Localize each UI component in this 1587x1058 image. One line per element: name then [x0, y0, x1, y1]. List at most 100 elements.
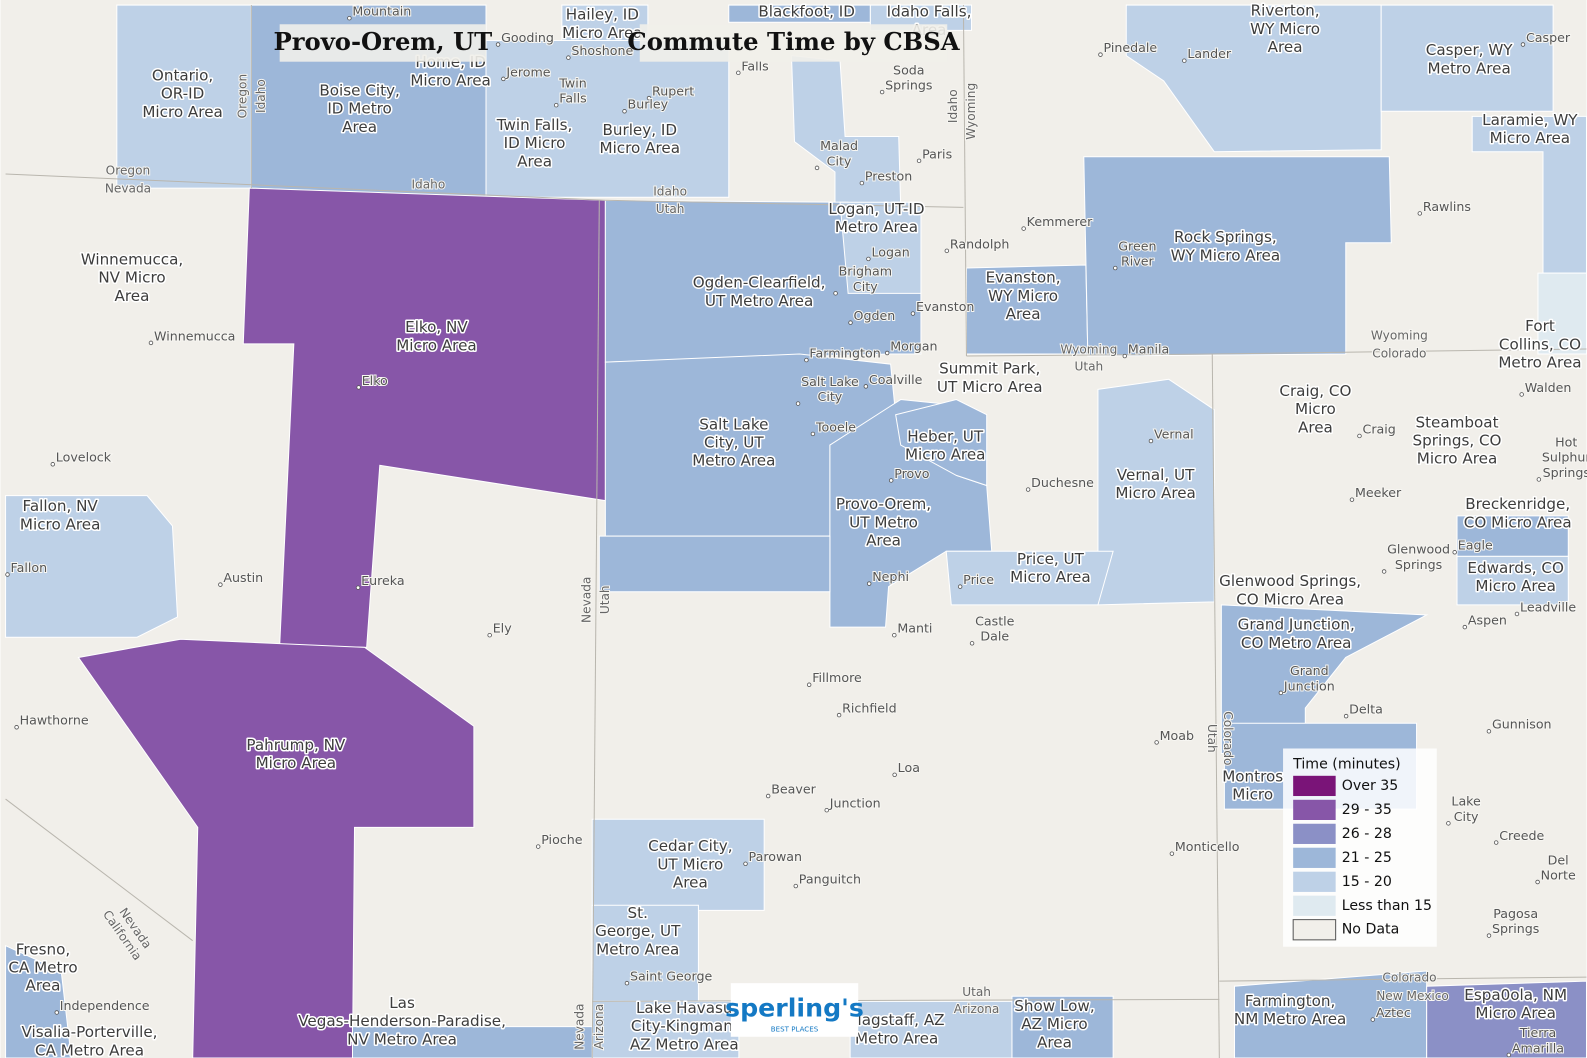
area-label: Grand Junction, [1238, 616, 1355, 634]
city-dot [1519, 392, 1524, 397]
city-label: Nephi [872, 569, 909, 584]
city-label: Brigham [839, 264, 892, 279]
city-label: Del [1548, 852, 1569, 867]
state-border [605, 199, 964, 208]
state-border [966, 353, 1213, 357]
area-label: Micro Area [396, 336, 476, 354]
area-label: NV Metro Area [347, 1030, 457, 1048]
city-label: Morgan [890, 338, 937, 353]
area-label: ID Metro [327, 100, 391, 118]
state-label: Oregon [236, 74, 250, 119]
area-label: Edwards, CO [1467, 559, 1564, 577]
city-label: Moab [1160, 728, 1194, 743]
area-label: Espa0ola, NM [1464, 986, 1567, 1004]
city-label: Ely [493, 621, 512, 636]
area-label: Montros [1222, 767, 1283, 785]
area-label: Collins, CO [1499, 335, 1581, 353]
city-dot [1343, 713, 1349, 719]
city-dot [1370, 1017, 1376, 1022]
city-label: Fillmore [812, 670, 862, 685]
area-label: Area [1298, 418, 1333, 436]
area-label: Las [389, 994, 415, 1012]
city-label: Hot [1555, 435, 1577, 450]
city-label: Austin [223, 570, 263, 585]
city-dot [148, 340, 154, 346]
area-label: CA Metro [8, 958, 77, 976]
city-label: Springs [1395, 557, 1442, 572]
city-dot [836, 712, 842, 718]
region [849, 1000, 1013, 1058]
city-label: Parowan [749, 849, 802, 864]
legend: Time (minutes) Over 35 29 - 35 26 - 28 21 -… [1283, 748, 1437, 947]
city-label: Farmington [809, 346, 880, 361]
city-dot [50, 462, 56, 467]
area-label: Breckenridge, [1465, 495, 1570, 513]
city-dot [806, 682, 812, 687]
city-dot [1536, 477, 1542, 482]
area-label: Area [342, 118, 377, 136]
city-dot [501, 76, 506, 82]
city-label: Salt Lake [801, 374, 859, 389]
city-dot [1506, 1052, 1512, 1058]
city-label: Ogden [854, 308, 896, 323]
area-label: Micro Area [905, 446, 986, 464]
region [945, 550, 1114, 606]
area-label: ID Micro [504, 134, 566, 152]
city-label: City [1454, 809, 1479, 824]
area-label: Ontario, [152, 66, 213, 84]
area-label: NV Micro [98, 269, 165, 287]
state-label: Utah [656, 202, 685, 216]
state-label: Arizona [954, 1002, 1000, 1016]
legend-label: No Data [1342, 922, 1400, 938]
city-dot [218, 582, 223, 587]
state-label: Utah [1074, 360, 1103, 374]
city-label: Preston [865, 169, 912, 184]
city-label: Pinedale [1104, 40, 1158, 55]
state-border [1219, 976, 1587, 982]
area-label: Vegas-Henderson-Paradise, [298, 1012, 506, 1030]
city-dot [804, 357, 809, 363]
city-label: Duchesne [1031, 475, 1094, 490]
city-dot [866, 581, 872, 586]
city-dot [879, 89, 885, 95]
city-label: Rupert [652, 84, 694, 99]
city-dot [916, 158, 922, 164]
area-label: AZ Micro [1021, 1015, 1087, 1033]
area-label: Summit Park, [939, 360, 1040, 378]
city-dot [1462, 624, 1468, 630]
region [5, 944, 72, 1058]
legend-swatch [1293, 775, 1336, 797]
area-label: Micro Area [1475, 1004, 1555, 1022]
city-label: Provo [894, 466, 929, 481]
city-label: Saint George [630, 969, 712, 984]
state-label: Colorado [1382, 971, 1436, 985]
city-dot [646, 95, 652, 101]
city-label: Creede [1499, 828, 1544, 843]
city-dot [795, 401, 801, 406]
logo-tagline: BEST PLACES [771, 1025, 819, 1034]
area-label: Metro Area [1498, 354, 1581, 372]
city-label: City [818, 389, 843, 404]
city-label: Castle [975, 614, 1015, 629]
area-label: Riverton, [1251, 2, 1320, 20]
area-label: Micro Area [1417, 450, 1497, 468]
state-border [5, 173, 606, 201]
state-border [1211, 354, 1220, 1058]
area-label: Area [517, 152, 552, 170]
area-label: Laramie, WY [1482, 111, 1578, 129]
area-label: Steamboat [1415, 413, 1498, 431]
city-label: Lovelock [56, 450, 112, 465]
city-dot [1520, 42, 1526, 47]
title-box [639, 24, 948, 62]
area-label: Fort [1525, 317, 1555, 335]
city-label: Jerome [505, 64, 550, 79]
area-label: Fresno, [16, 940, 70, 958]
city-dot [1122, 353, 1128, 359]
area-label: UT Micro [657, 855, 723, 873]
city-label: Gooding [501, 30, 554, 45]
area-label: Area [1268, 38, 1303, 56]
city-dot [810, 431, 816, 437]
city-label: Shoshone [571, 43, 633, 58]
city-label: Logan [871, 244, 909, 259]
